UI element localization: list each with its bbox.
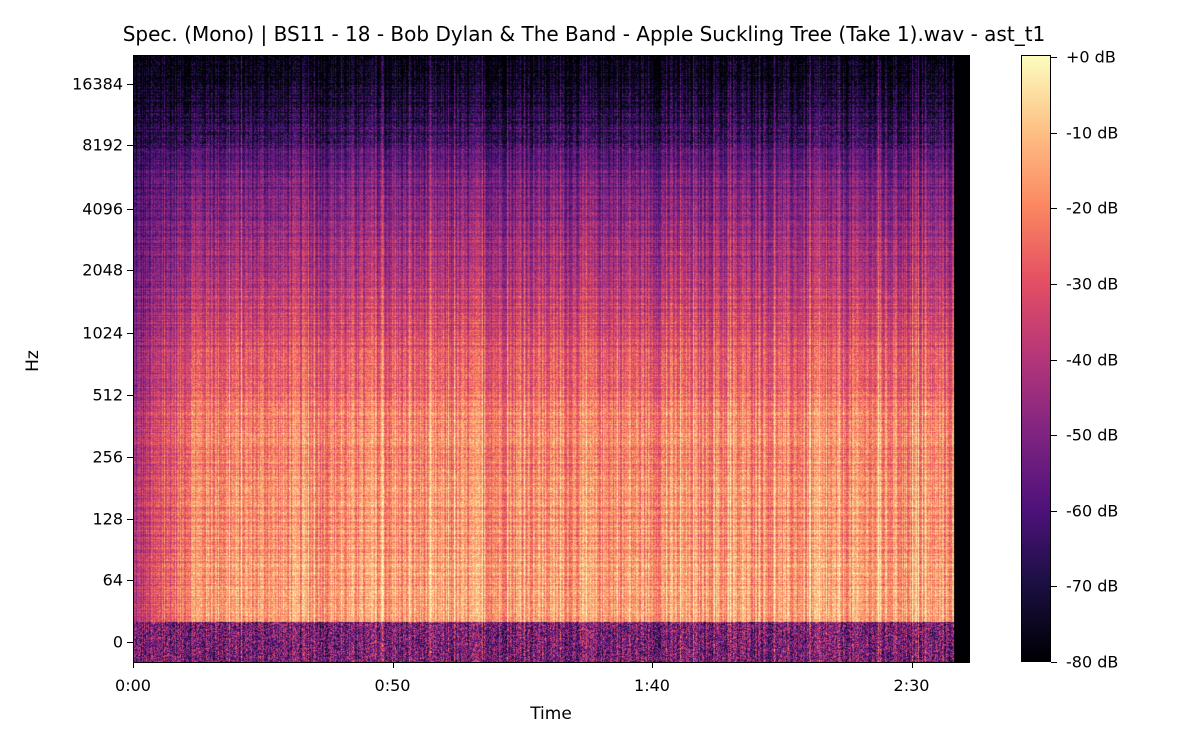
y-tick-mark <box>127 519 133 520</box>
x-tick-label: 1:40 <box>634 676 670 695</box>
colorbar-tick-mark <box>1051 510 1057 512</box>
colorbar-tick-label: +0 dB <box>1066 47 1116 67</box>
colorbar-tick-mark <box>1051 586 1057 588</box>
x-tick-mark <box>652 662 653 668</box>
y-tick-mark <box>127 84 133 85</box>
spectrogram-image <box>133 55 969 662</box>
colorbar-tick-label: -20 dB <box>1066 198 1119 218</box>
chart-title: Spec. (Mono) | BS11 - 18 - Bob Dylan & T… <box>122 22 1046 46</box>
colorbar-tick-label: -10 dB <box>1066 123 1119 143</box>
colorbar-tick-mark <box>1051 57 1057 58</box>
y-tick-label: 4096 <box>82 199 123 219</box>
x-tick-mark <box>911 662 913 668</box>
colorbar-tick-mark <box>1051 435 1057 437</box>
colorbar-tick-label: -50 dB <box>1066 425 1119 445</box>
y-tick-mark <box>127 642 133 643</box>
x-tick-label: 0:00 <box>115 676 151 695</box>
x-tick-label: 2:30 <box>893 676 930 695</box>
y-tick-mark <box>127 270 133 271</box>
x-axis-label: Time <box>530 704 572 724</box>
colorbar-tick-label: -30 dB <box>1066 274 1119 294</box>
colorbar-tick-label: -70 dB <box>1066 576 1119 596</box>
y-tick-label: 256 <box>92 447 123 467</box>
y-tick-mark <box>127 145 133 146</box>
x-tick-label: 0:50 <box>374 676 411 695</box>
y-tick-mark <box>127 457 133 458</box>
colorbar-tick-label: -40 dB <box>1066 350 1119 369</box>
y-axis-label: Hz <box>23 350 43 372</box>
x-tick-mark <box>392 662 394 668</box>
colorbar-tick-mark <box>1051 132 1057 134</box>
y-tick-label: 512 <box>92 385 123 405</box>
colorbar-tick-mark <box>1051 662 1057 663</box>
y-tick-label: 64 <box>102 570 123 590</box>
colorbar <box>1021 55 1051 662</box>
colorbar-tick-mark <box>1051 359 1057 361</box>
y-tick-mark <box>127 580 133 581</box>
y-tick-label: 16384 <box>72 74 123 94</box>
y-tick-mark <box>127 333 133 334</box>
colorbar-tick-label: -60 dB <box>1066 501 1119 521</box>
y-tick-label: 0 <box>112 632 123 652</box>
colorbar-tick-label: -80 dB <box>1066 652 1119 672</box>
y-tick-mark <box>127 209 133 210</box>
y-tick-label: 128 <box>92 509 123 529</box>
y-tick-mark <box>127 395 133 396</box>
y-tick-label: 1024 <box>82 323 123 343</box>
colorbar-tick-mark <box>1051 283 1057 285</box>
colorbar-tick-mark <box>1051 208 1057 210</box>
x-tick-mark <box>133 662 134 668</box>
y-tick-label: 2048 <box>82 260 123 280</box>
y-tick-label: 8192 <box>82 135 123 155</box>
